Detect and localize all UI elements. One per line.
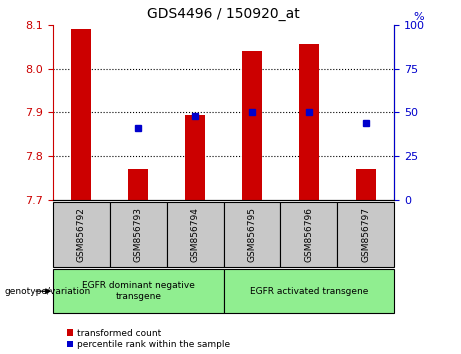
Text: GSM856792: GSM856792 xyxy=(77,207,86,262)
Bar xyxy=(356,169,376,200)
Bar xyxy=(167,202,224,267)
Bar xyxy=(128,169,148,200)
Bar xyxy=(242,51,262,200)
Text: GSM856793: GSM856793 xyxy=(134,207,143,262)
Bar xyxy=(53,269,224,313)
Text: GSM856794: GSM856794 xyxy=(191,207,200,262)
Bar xyxy=(185,115,205,200)
Bar xyxy=(280,202,337,267)
Text: EGFR dominant negative
transgene: EGFR dominant negative transgene xyxy=(82,281,195,301)
Bar xyxy=(53,202,110,267)
Bar xyxy=(224,202,280,267)
Bar xyxy=(71,29,91,200)
Bar xyxy=(110,202,167,267)
Text: EGFR activated transgene: EGFR activated transgene xyxy=(250,287,368,296)
Bar xyxy=(337,202,394,267)
Text: GSM856795: GSM856795 xyxy=(248,207,256,262)
Text: GSM856796: GSM856796 xyxy=(304,207,313,262)
Legend: transformed count, percentile rank within the sample: transformed count, percentile rank withi… xyxy=(67,329,230,349)
Bar xyxy=(299,45,319,200)
Text: genotype/variation: genotype/variation xyxy=(5,287,91,296)
Text: %: % xyxy=(413,12,424,22)
Title: GDS4496 / 150920_at: GDS4496 / 150920_at xyxy=(147,7,300,21)
Text: GSM856797: GSM856797 xyxy=(361,207,370,262)
Bar xyxy=(224,269,394,313)
